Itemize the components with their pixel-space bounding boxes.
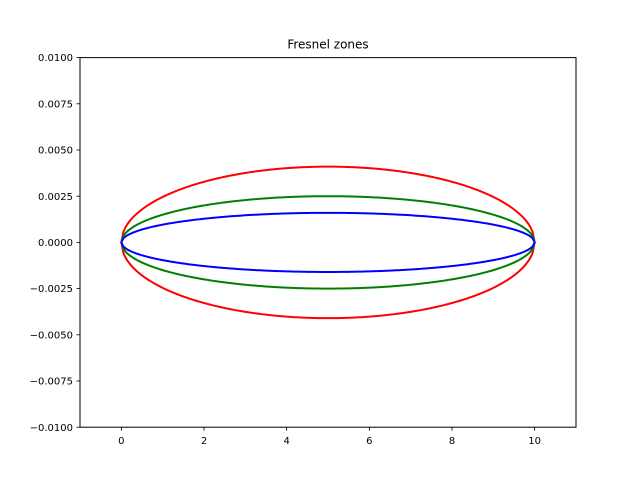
series-line-2 bbox=[120, 195, 536, 290]
series-layer bbox=[120, 165, 536, 320]
x-tick-label: 2 bbox=[201, 436, 207, 447]
y-tick-label: 0.0075 bbox=[38, 99, 73, 110]
y-tick-label: 0.0000 bbox=[38, 238, 73, 249]
x-tick-label: 8 bbox=[449, 436, 455, 447]
x-tick-label: 4 bbox=[283, 436, 289, 447]
x-tick-label: 6 bbox=[366, 436, 372, 447]
y-tick-label: −0.0100 bbox=[30, 423, 73, 434]
y-tick-label: −0.0050 bbox=[30, 330, 73, 341]
x-tick-label: 10 bbox=[528, 436, 541, 447]
y-tick-label: −0.0025 bbox=[30, 284, 73, 295]
y-tick-label: 0.0100 bbox=[38, 53, 73, 64]
x-tick-label: 0 bbox=[118, 436, 124, 447]
series-line-1 bbox=[120, 165, 536, 320]
y-tick-label: 0.0050 bbox=[38, 146, 73, 157]
series-line-3 bbox=[120, 211, 536, 273]
y-tick-label: −0.0075 bbox=[30, 377, 73, 388]
chart-title: Fresnel zones bbox=[287, 38, 368, 52]
x-axis: 0 2 4 6 8 10 bbox=[118, 427, 541, 447]
y-tick-label: 0.0025 bbox=[38, 192, 73, 203]
axes-frame bbox=[79, 57, 577, 428]
y-axis: −0.0100 −0.0075 −0.0050 −0.0025 0.0000 0.0025… bbox=[30, 53, 80, 434]
